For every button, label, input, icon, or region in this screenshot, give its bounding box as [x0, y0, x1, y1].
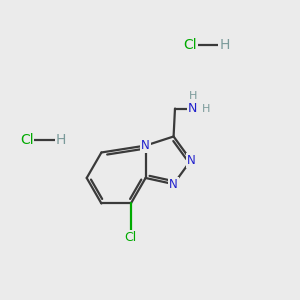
Text: N: N — [188, 102, 197, 115]
Text: H: H — [219, 38, 230, 52]
Text: N: N — [187, 154, 195, 167]
Text: N: N — [169, 178, 178, 190]
Text: Cl: Cl — [125, 231, 137, 244]
Text: Cl: Cl — [184, 38, 197, 52]
Text: H: H — [56, 133, 66, 147]
Text: H: H — [188, 91, 197, 101]
Text: Cl: Cl — [20, 133, 34, 147]
Text: N: N — [141, 139, 150, 152]
Text: H: H — [202, 103, 211, 113]
